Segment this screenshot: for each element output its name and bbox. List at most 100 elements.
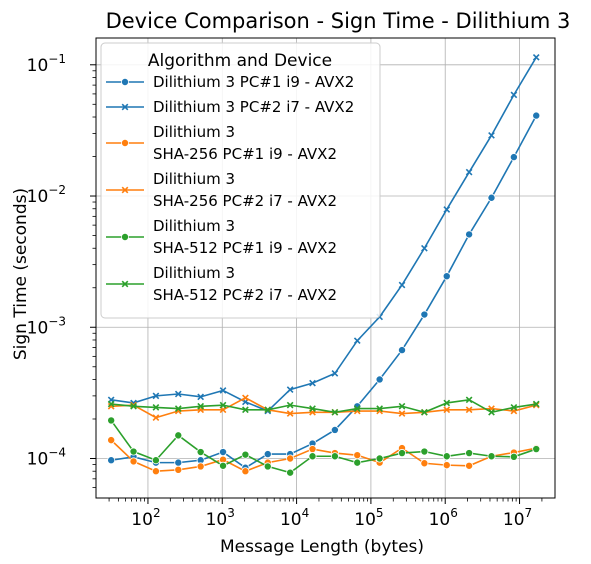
data-point [152,392,160,400]
legend-swatch-marker [121,78,130,87]
data-point [219,448,228,457]
legend-entry: Dilithium 3 PC#2 i7 - AVX2 [106,98,354,116]
x-tick-label: 105 [354,506,383,530]
legend-box [100,42,381,319]
data-point [174,458,183,467]
legend-title: Algorithm and Device [148,51,332,71]
data-point [375,375,384,384]
data-point [151,456,160,465]
data-point [487,193,496,202]
series-line [111,398,537,414]
data-point [443,206,451,213]
data-point [174,405,182,412]
data-point [107,456,116,465]
data-point [107,416,116,425]
data-point [286,468,295,477]
data-point [242,406,249,414]
legend-swatch-marker [121,186,129,194]
data-point [420,459,429,468]
data-point [263,450,272,459]
data-point [286,386,294,393]
x-tick-label: 106 [429,506,458,530]
data-point [308,445,317,454]
data-point [465,230,474,239]
data-point [286,401,294,409]
data-point [174,390,182,398]
data-point [442,272,451,281]
data-point [353,451,362,460]
data-point [219,461,228,470]
data-point [375,454,384,463]
legend-label: Dilithium 3 PC#1 i9 - AVX2 [153,73,354,91]
data-point [421,244,428,252]
data-point [264,406,272,414]
data-point [376,405,384,412]
data-point [398,281,406,289]
data-point [174,465,183,474]
data-point [465,406,473,414]
x-tick-label: 103 [206,506,235,530]
data-point [219,387,227,394]
series-line [111,396,537,419]
legend-entry: Dilithium 3 SHA-256 PC#1 i9 - AVX2 [106,123,337,163]
data-point [331,370,339,377]
data-point [532,111,541,120]
data-point [510,404,518,411]
data-point [107,436,116,445]
legend-label: Dilithium 3 SHA-256 PC#1 i9 - AVX2 [153,123,337,163]
data-point [130,402,137,410]
series-6 [107,396,540,416]
data-point [197,393,205,401]
data-point [330,425,339,434]
data-point [242,394,249,402]
legend-label: Dilithium 3 SHA-256 PC#2 i7 - AVX2 [153,170,337,210]
data-point [286,454,295,463]
legend-entry: Dilithium 3 SHA-512 PC#1 i9 - AVX2 [106,217,337,257]
data-point [107,400,115,408]
legend-label: Dilithium 3 PC#2 i7 - AVX2 [153,98,354,116]
y-tick-label: 10−4 [27,445,66,469]
data-point [174,431,183,440]
data-point [129,447,138,456]
legend-swatch-marker [121,232,130,241]
legend-swatch-marker [121,280,129,288]
series-line [111,56,537,412]
data-point [443,406,451,414]
data-point [442,452,451,461]
x-tick-label: 104 [280,506,309,530]
y-axis-label: Sign Time (seconds) [11,188,31,360]
x-axis-label: Message Length (bytes) [220,537,424,557]
data-point [532,400,540,408]
y-tick-label: 10−1 [27,52,66,76]
data-point [331,408,339,416]
data-point [309,405,316,412]
data-point [353,458,362,467]
legend-entry: Dilithium 3 SHA-512 PC#2 i7 - AVX2 [106,264,337,304]
data-point [509,153,518,162]
legend-swatch-marker [121,103,129,111]
data-point [196,462,205,471]
y-tick-label: 10−3 [27,314,66,338]
legend-swatch-marker [121,138,130,147]
data-point [241,467,250,476]
data-point [510,91,518,99]
data-point [465,396,473,404]
data-point [330,452,339,461]
data-point [465,449,474,458]
data-point [286,410,294,417]
data-point [465,168,473,176]
x-tick-label: 102 [131,506,160,530]
data-point [263,462,272,471]
data-point [532,53,540,61]
data-point [398,410,406,417]
data-point [197,402,205,410]
data-point [308,452,317,461]
data-point [152,404,160,411]
data-point [196,448,205,457]
data-point [398,402,406,410]
chart-title: Device Comparison - Sign Time - Dilithiu… [106,9,571,33]
data-point [465,461,474,470]
data-point [443,399,451,407]
data-point [398,346,407,355]
data-point [353,337,361,345]
